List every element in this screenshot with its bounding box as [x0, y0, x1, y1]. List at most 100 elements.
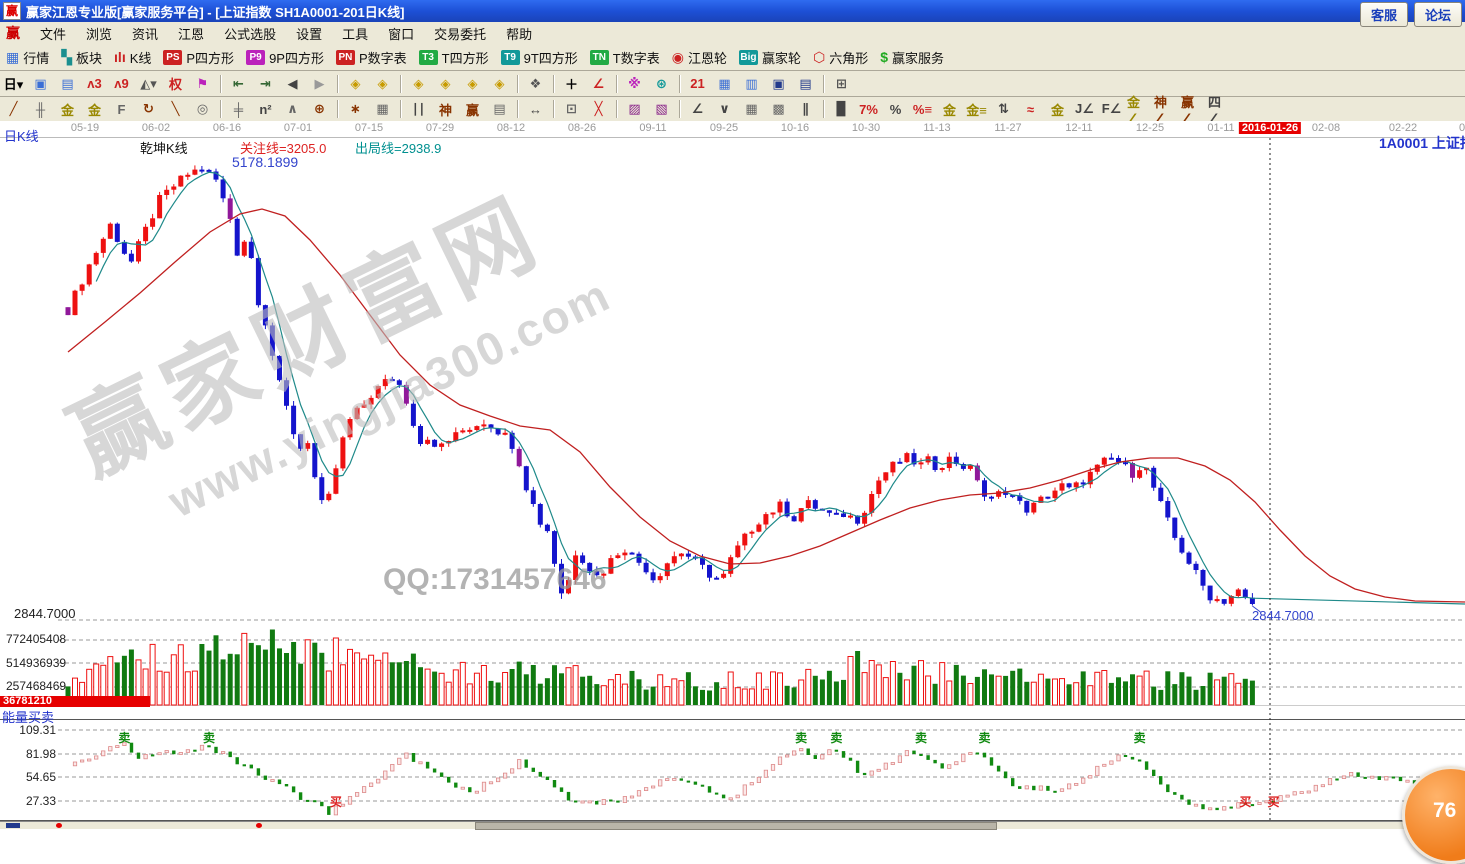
percent-lines-icon[interactable]: %≡ — [912, 101, 933, 117]
percent-icon[interactable]: % — [889, 101, 902, 117]
f-grid-icon[interactable]: F — [117, 101, 126, 117]
sell-signal: 卖 — [1133, 731, 1146, 745]
kline-chart-area[interactable]: 05-19 06-02 06-16 07-01 07-15 07-29 08-12 08-26… — [0, 121, 1465, 828]
grid-b-icon[interactable]: ▩ — [772, 101, 785, 116]
menu-窗口[interactable]: 窗口 — [388, 26, 415, 42]
brush-icon[interactable]: ╲ — [171, 101, 180, 116]
gold-grid-2-icon[interactable]: 金 — [87, 102, 101, 118]
mirror-line-icon[interactable]: ∧ — [287, 101, 298, 116]
region-view-icon[interactable]: ▣ — [34, 75, 47, 91]
info-list-icon[interactable]: ▤ — [61, 75, 74, 91]
expand-h-icon[interactable]: ◈ — [413, 75, 424, 91]
circle-tool-icon[interactable]: ◎ — [196, 101, 209, 116]
t-square-button[interactable]: T3 T四方形 — [413, 47, 495, 68]
gann-circle-icon[interactable]: ⊕ — [314, 101, 325, 116]
grid-a-icon[interactable]: ▦ — [745, 101, 758, 116]
n2-tool-icon[interactable]: n² — [259, 101, 272, 117]
forum-button[interactable]: 论坛 — [1413, 2, 1462, 27]
width-tool-icon[interactable]: ↔ — [529, 101, 542, 117]
shift-left-icon[interactable]: ◈ — [350, 75, 361, 91]
f-angle-icon[interactable]: F∠ — [1101, 101, 1122, 116]
purple-box-icon[interactable]: ▨ — [628, 101, 641, 116]
gold-lines-icon[interactable]: 金≡ — [966, 102, 987, 118]
calendar-21-icon[interactable]: 21 — [690, 76, 705, 91]
menu-交易委托[interactable]: 交易委托 — [434, 26, 487, 42]
chart-canvas[interactable] — [0, 121, 1465, 828]
customer-service-button[interactable]: 客服 — [1359, 2, 1408, 27]
tick-tool-icon[interactable]: ∣∣ — [412, 101, 425, 116]
box-tool-icon[interactable]: ⊡ — [566, 101, 577, 116]
trend-angle-icon[interactable]: ∠ — [691, 101, 704, 116]
gann-stamp-icon[interactable]: ※ — [628, 75, 641, 91]
win-grid-icon[interactable]: 赢 — [465, 102, 479, 118]
spiral-icon[interactable]: ↻ — [143, 101, 154, 116]
gann-grid-icon[interactable]: ╫ — [35, 101, 46, 117]
save-chart-icon[interactable]: ▤ — [799, 75, 812, 91]
win-angle-icon[interactable]: 赢∠ — [1181, 94, 1195, 126]
menu-帮助[interactable]: 帮助 — [506, 26, 533, 42]
wave-9-icon[interactable]: ʌ9 — [114, 76, 129, 91]
menu-工具[interactable]: 工具 — [342, 26, 369, 42]
fuquan-icon[interactable]: 权 — [168, 77, 182, 92]
p-square-button[interactable]: PS P四方形 — [157, 47, 240, 68]
menu-设置[interactable]: 设置 — [296, 26, 323, 42]
purple-box-2-icon[interactable]: ▧ — [655, 101, 668, 116]
menu-浏览[interactable]: 浏览 — [86, 26, 113, 42]
menu-江恩[interactable]: 江恩 — [178, 26, 205, 42]
shen-angle-icon[interactable]: 神∠ — [1154, 94, 1168, 126]
period-day-icon[interactable]: 日▾ — [3, 77, 24, 92]
first-page-icon[interactable]: ⇤ — [233, 75, 244, 91]
ruler-grid-icon[interactable]: ▤ — [493, 101, 506, 116]
winner-wheel-button[interactable]: Big 赢家轮 — [738, 49, 801, 66]
export-cart-icon[interactable]: ⊞ — [836, 75, 847, 91]
chip-chart-icon[interactable]: ▉ — [836, 101, 847, 116]
four-angle-icon[interactable]: 四∠ — [1208, 94, 1222, 126]
notes-icon[interactable]: ▥ — [745, 75, 758, 91]
v-lines-icon[interactable]: ∨ — [719, 101, 730, 116]
gann-wheel-button[interactable]: ◉ 江恩轮 — [671, 48, 727, 66]
web-grid-icon[interactable]: ▦ — [376, 101, 389, 116]
flag-icon[interactable]: ⚑ — [196, 75, 209, 91]
gold-underline-icon[interactable]: 金 — [1050, 102, 1064, 118]
sectors-button[interactable]: ▚ 板块 — [61, 48, 103, 66]
save-icon[interactable]: ▣ — [772, 75, 785, 91]
fan-lines-icon[interactable]: ╳ — [594, 101, 603, 116]
shen-grid-icon[interactable]: 神 — [438, 102, 452, 118]
t-table-button[interactable]: TN T数字表 — [584, 47, 666, 68]
wave-3-icon[interactable]: ʌ3 — [87, 76, 102, 91]
winner-service-button[interactable]: $ 赢家服务 — [880, 49, 945, 66]
p-table-button[interactable]: PN P数字表 — [330, 47, 413, 68]
drawing-pen-icon[interactable]: ╱ — [9, 101, 18, 116]
kline-button[interactable]: ılı K线 — [114, 49, 152, 66]
hexagon-button[interactable]: ⬡ 六角形 — [812, 48, 869, 66]
star-tool-icon[interactable]: ∗ — [350, 101, 361, 116]
shift-right-icon[interactable]: ◈ — [377, 75, 388, 91]
updown-tool-icon[interactable]: ⇅ — [998, 101, 1009, 116]
menu-公式选股[interactable]: 公式选股 — [224, 26, 277, 42]
compress-h-icon[interactable]: ◈ — [440, 75, 451, 91]
percent-7-icon[interactable]: 7% — [859, 101, 878, 117]
quotes-button[interactable]: ▦ 行情 — [6, 48, 50, 66]
menu-文件[interactable]: 文件 — [40, 26, 67, 42]
j-angle-icon[interactable]: J∠ — [1075, 101, 1094, 116]
cycle-tool-icon[interactable]: ⊛ — [656, 75, 667, 91]
adjust-menu-icon[interactable]: ◭▾ — [140, 75, 157, 91]
gold-grid-icon[interactable]: 金 — [60, 102, 74, 118]
expand-all-icon[interactable]: ◈ — [467, 75, 478, 91]
calculator-icon[interactable]: ▦ — [718, 75, 731, 91]
wave-gold-icon[interactable]: ≈ — [1026, 101, 1035, 117]
9p-square-button[interactable]: P9 9P四方形 — [240, 47, 330, 68]
drag-hand-icon[interactable]: ❖ — [529, 75, 542, 91]
crosshair-icon[interactable]: ＋ — [564, 77, 578, 92]
next-bar-icon[interactable]: ▶ — [314, 75, 325, 91]
9t-square-button[interactable]: T9 9T四方形 — [495, 47, 584, 68]
menu-资讯[interactable]: 资讯 — [132, 26, 159, 42]
grid-tool-icon[interactable]: ╪ — [233, 101, 244, 117]
gold-angle-icon[interactable]: 金∠ — [1127, 94, 1141, 126]
gold-circle-icon[interactable]: 金 — [942, 102, 956, 118]
compress-all-icon[interactable]: ◈ — [494, 75, 505, 91]
measure-angle-icon[interactable]: ∠ — [592, 75, 605, 91]
prev-bar-icon[interactable]: ◀ — [287, 75, 298, 91]
last-page-icon[interactable]: ⇥ — [260, 75, 271, 91]
parallel-lines-icon[interactable]: ∥ — [802, 101, 809, 116]
